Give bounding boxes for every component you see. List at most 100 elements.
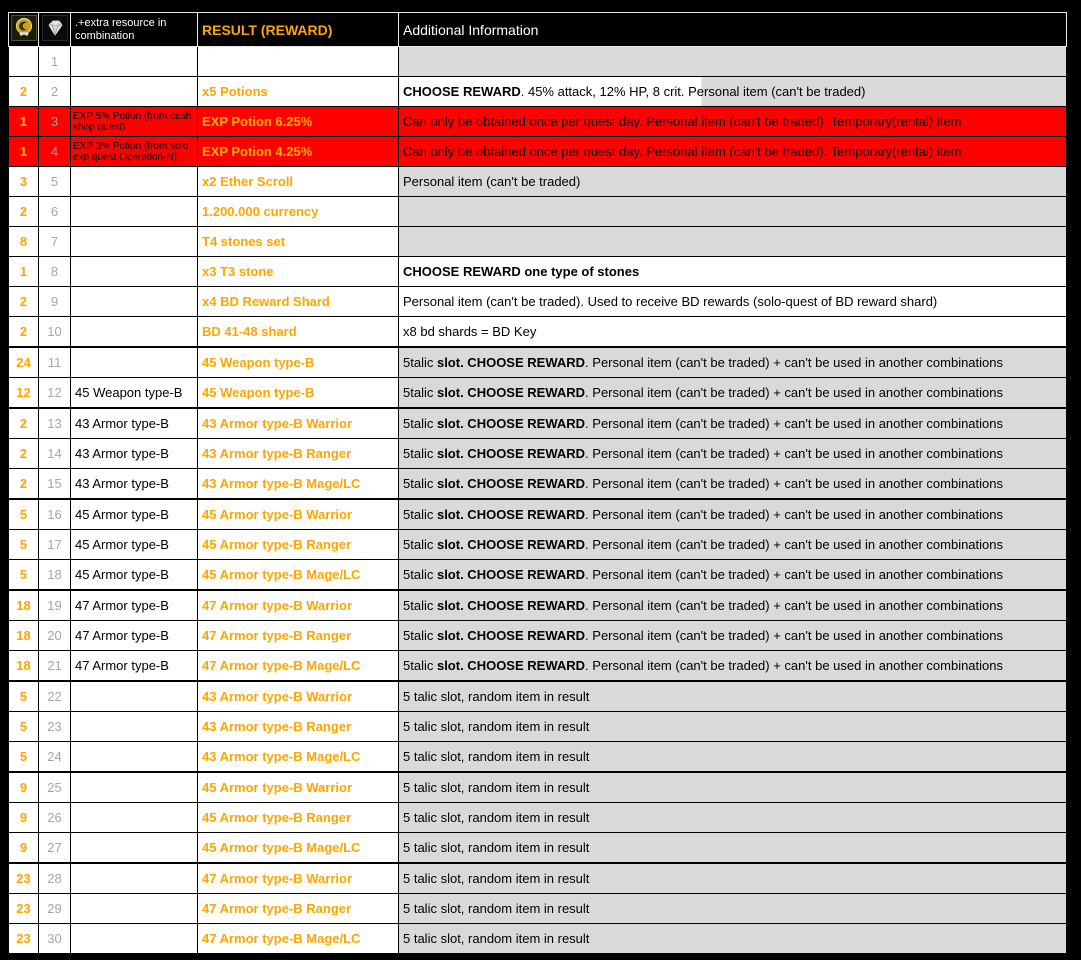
table-row: 1: [8, 46, 1067, 77]
additional-info-cell: 5 talic slot, random item in result: [398, 802, 1067, 833]
row-number-cell: 4: [38, 136, 71, 167]
additional-info-cell: 5talic slot. CHOOSE REWARD. Personal ite…: [398, 650, 1067, 682]
table-row: 2 13 43 Armor type-B 43 Armor type-B Warrio…: [8, 407, 1067, 439]
extra-resource-cell: [70, 286, 198, 317]
row-number-cell: 13: [38, 407, 71, 439]
extra-resource-cell: [70, 923, 198, 954]
table-row: 5 17 45 Armor type-B 45 Armor type-B Ranger…: [8, 529, 1067, 560]
table-row: 9 26 45 Armor type-B Ranger 5 talic slot, r…: [8, 802, 1067, 833]
extra-resource-cell: EXP 3% Potion (from solo exp quest Opera…: [70, 136, 198, 167]
additional-info-cell: Personal item (can't be traded). Used to…: [398, 286, 1067, 317]
row-number-cell: 10: [38, 316, 71, 348]
row-number-cell: 20: [38, 620, 71, 651]
table-row: 5 24 43 Armor type-B Mage/LC 5 talic slot, …: [8, 741, 1067, 773]
extra-resource-cell: 45 Armor type-B: [70, 559, 198, 591]
count-cell: [8, 46, 39, 77]
table-body: 1 2 2 x5 Potions CHOOSE REWARD. 45% attack, …: [8, 46, 1067, 954]
row-number-cell: 12: [38, 377, 71, 409]
table-row: 23 29 47 Armor type-B Ranger 5 talic slot, …: [8, 893, 1067, 924]
table-row: 2 6 1.200.000 currency: [8, 196, 1067, 227]
extra-resource-cell: [70, 256, 198, 287]
row-number-cell: 21: [38, 650, 71, 682]
row-number-cell: 8: [38, 256, 71, 287]
result-cell: EXP Potion 4.25%: [197, 136, 399, 167]
row-number-cell: 30: [38, 923, 71, 954]
row-number-cell: 3: [38, 106, 71, 137]
result-cell: EXP Potion 6.25%: [197, 106, 399, 137]
additional-info-cell: 5talic slot. CHOOSE REWARD. Personal ite…: [398, 620, 1067, 651]
additional-info-cell: 5talic slot. CHOOSE REWARD. Personal ite…: [398, 468, 1067, 500]
count-cell: 5: [8, 680, 39, 712]
count-cell: 24: [8, 346, 39, 378]
table-row: 2 9 x4 BD Reward Shard Personal item (can't…: [8, 286, 1067, 317]
table-row: 18 20 47 Armor type-B 47 Armor type-B Range…: [8, 620, 1067, 651]
row-number-cell: 26: [38, 802, 71, 833]
gold-emblem-icon: [10, 15, 37, 41]
header-gold-column: [8, 12, 39, 47]
result-cell: T4 stones set: [197, 226, 399, 257]
count-cell: 23: [8, 893, 39, 924]
count-cell: 2: [8, 438, 39, 469]
count-cell: 5: [8, 559, 39, 591]
result-cell: 45 Armor type-B Ranger: [197, 802, 399, 833]
additional-info-cell: 5 talic slot, random item in result: [398, 923, 1067, 954]
diamond-gem-icon: [41, 15, 68, 41]
row-number-cell: 18: [38, 559, 71, 591]
additional-info-cell: 5 talic slot, random item in result: [398, 741, 1067, 773]
count-cell: 2: [8, 407, 39, 439]
count-cell: 8: [8, 226, 39, 257]
additional-info-cell: 5talic slot. CHOOSE REWARD. Personal ite…: [398, 438, 1067, 469]
row-number-cell: 24: [38, 741, 71, 773]
extra-resource-cell: [70, 832, 198, 864]
result-cell: 43 Armor type-B Mage/LC: [197, 741, 399, 773]
result-cell: 45 Armor type-B Mage/LC: [197, 832, 399, 864]
additional-info-cell: 5talic slot. CHOOSE REWARD. Personal ite…: [398, 346, 1067, 378]
additional-info-cell: 5talic slot. CHOOSE REWARD. Personal ite…: [398, 498, 1067, 530]
count-cell: 5: [8, 711, 39, 742]
count-cell: 2: [8, 468, 39, 500]
result-cell: 47 Armor type-B Mage/LC: [197, 923, 399, 954]
additional-info-cell: [398, 226, 1067, 257]
count-cell: 18: [8, 589, 39, 621]
result-cell: 47 Armor type-B Warrior: [197, 589, 399, 621]
count-cell: 2: [8, 196, 39, 227]
result-cell: 47 Armor type-B Ranger: [197, 893, 399, 924]
result-cell: 47 Armor type-B Ranger: [197, 620, 399, 651]
count-cell: 5: [8, 529, 39, 560]
result-cell: x3 T3 stone: [197, 256, 399, 287]
extra-resource-cell: 43 Armor type-B: [70, 468, 198, 500]
result-cell: 45 Armor type-B Warrior: [197, 771, 399, 803]
row-number-cell: 1: [38, 46, 71, 77]
extra-resource-cell: 43 Armor type-B: [70, 438, 198, 469]
row-number-cell: 9: [38, 286, 71, 317]
count-cell: 12: [8, 377, 39, 409]
additional-info-cell: 5 talic slot, random item in result: [398, 893, 1067, 924]
additional-info-cell: 5 talic slot, random item in result: [398, 771, 1067, 803]
row-number-cell: 7: [38, 226, 71, 257]
row-number-cell: 15: [38, 468, 71, 500]
extra-resource-cell: [70, 346, 198, 378]
result-cell: 47 Armor type-B Mage/LC: [197, 650, 399, 682]
result-cell: x2 Ether Scroll: [197, 166, 399, 197]
additional-info-cell: Personal item (can't be traded): [398, 166, 1067, 197]
result-cell: x4 BD Reward Shard: [197, 286, 399, 317]
extra-resource-cell: 47 Armor type-B: [70, 650, 198, 682]
row-number-cell: 11: [38, 346, 71, 378]
additional-info-cell: 5talic slot. CHOOSE REWARD. Personal ite…: [398, 559, 1067, 591]
count-cell: 1: [8, 136, 39, 167]
count-cell: 9: [8, 832, 39, 864]
result-cell: BD 41-48 shard: [197, 316, 399, 348]
extra-resource-cell: [70, 802, 198, 833]
count-cell: 1: [8, 106, 39, 137]
table-row: 9 25 45 Armor type-B Warrior 5 talic slot, …: [8, 771, 1067, 803]
additional-info-cell: 5 talic slot, random item in result: [398, 862, 1067, 894]
extra-resource-cell: 45 Armor type-B: [70, 529, 198, 560]
row-number-cell: 17: [38, 529, 71, 560]
extra-resource-cell: [70, 166, 198, 197]
extra-resource-cell: [70, 741, 198, 773]
count-cell: 5: [8, 498, 39, 530]
table-row: 5 23 43 Armor type-B Ranger 5 talic slot, r…: [8, 711, 1067, 742]
additional-info-cell: 5 talic slot, random item in result: [398, 711, 1067, 742]
result-cell: 47 Armor type-B Warrior: [197, 862, 399, 894]
